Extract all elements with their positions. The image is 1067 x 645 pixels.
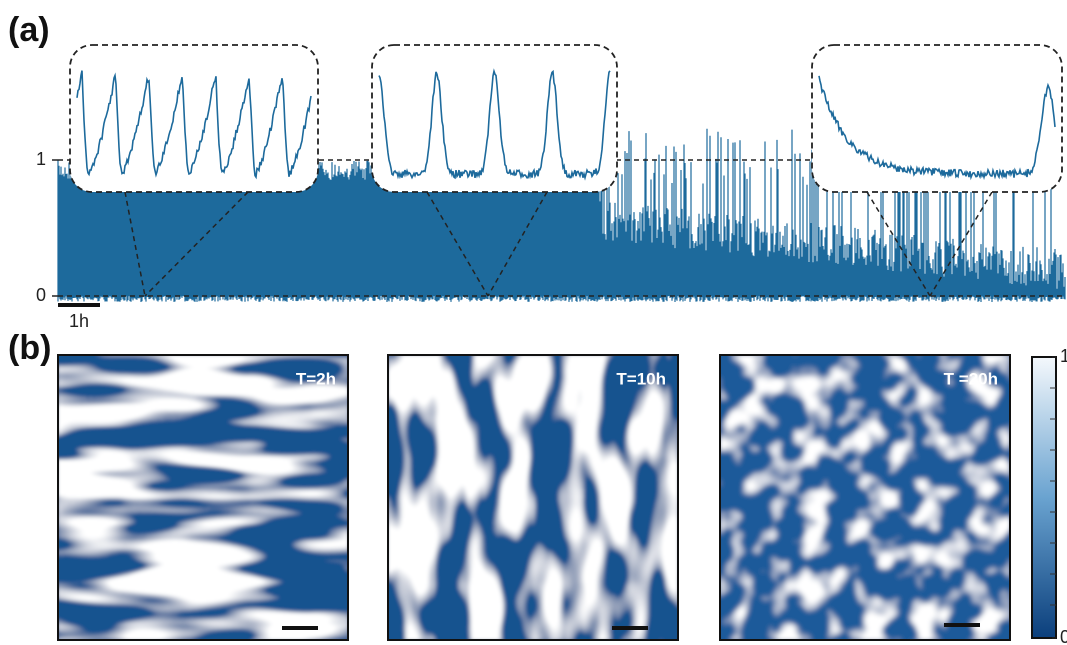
pattern-image — [719, 354, 1011, 641]
frame — [719, 354, 1011, 641]
panel-label: (b) — [8, 329, 51, 367]
scale-bar-label: 1h — [69, 311, 89, 331]
colorbar-tick-label: 1 — [1060, 346, 1067, 366]
inset-box — [371, 44, 618, 193]
zoom-line — [487, 191, 548, 297]
zoom-line — [929, 191, 993, 297]
inset-trace — [378, 68, 611, 181]
y-tick-label: 0 — [36, 285, 46, 305]
signal-trace — [57, 125, 1066, 302]
frame — [57, 354, 349, 641]
colorbar-ticks: 10 — [1050, 346, 1067, 645]
zoom-line — [426, 191, 489, 297]
y-axis: 01 — [36, 149, 58, 305]
colorbar-tick-label: 0 — [1060, 627, 1067, 645]
pattern-image — [57, 354, 349, 641]
inset-box — [69, 44, 319, 193]
pattern-image — [387, 354, 679, 641]
zoom-line — [144, 191, 249, 297]
frame — [387, 354, 679, 641]
image-label: T =20h — [944, 369, 998, 388]
y-tick-label: 1 — [36, 149, 46, 169]
panel-label: (a) — [8, 11, 50, 49]
zoom-line — [866, 191, 931, 297]
image-label: T=2h — [296, 369, 336, 388]
inset-box — [811, 44, 1063, 193]
inset-trace — [76, 70, 312, 180]
insets — [69, 44, 1063, 297]
colorbar — [1031, 356, 1057, 639]
inset-trace — [818, 75, 1056, 181]
image-label: T=10h — [616, 369, 666, 388]
time-series — [57, 125, 1066, 302]
